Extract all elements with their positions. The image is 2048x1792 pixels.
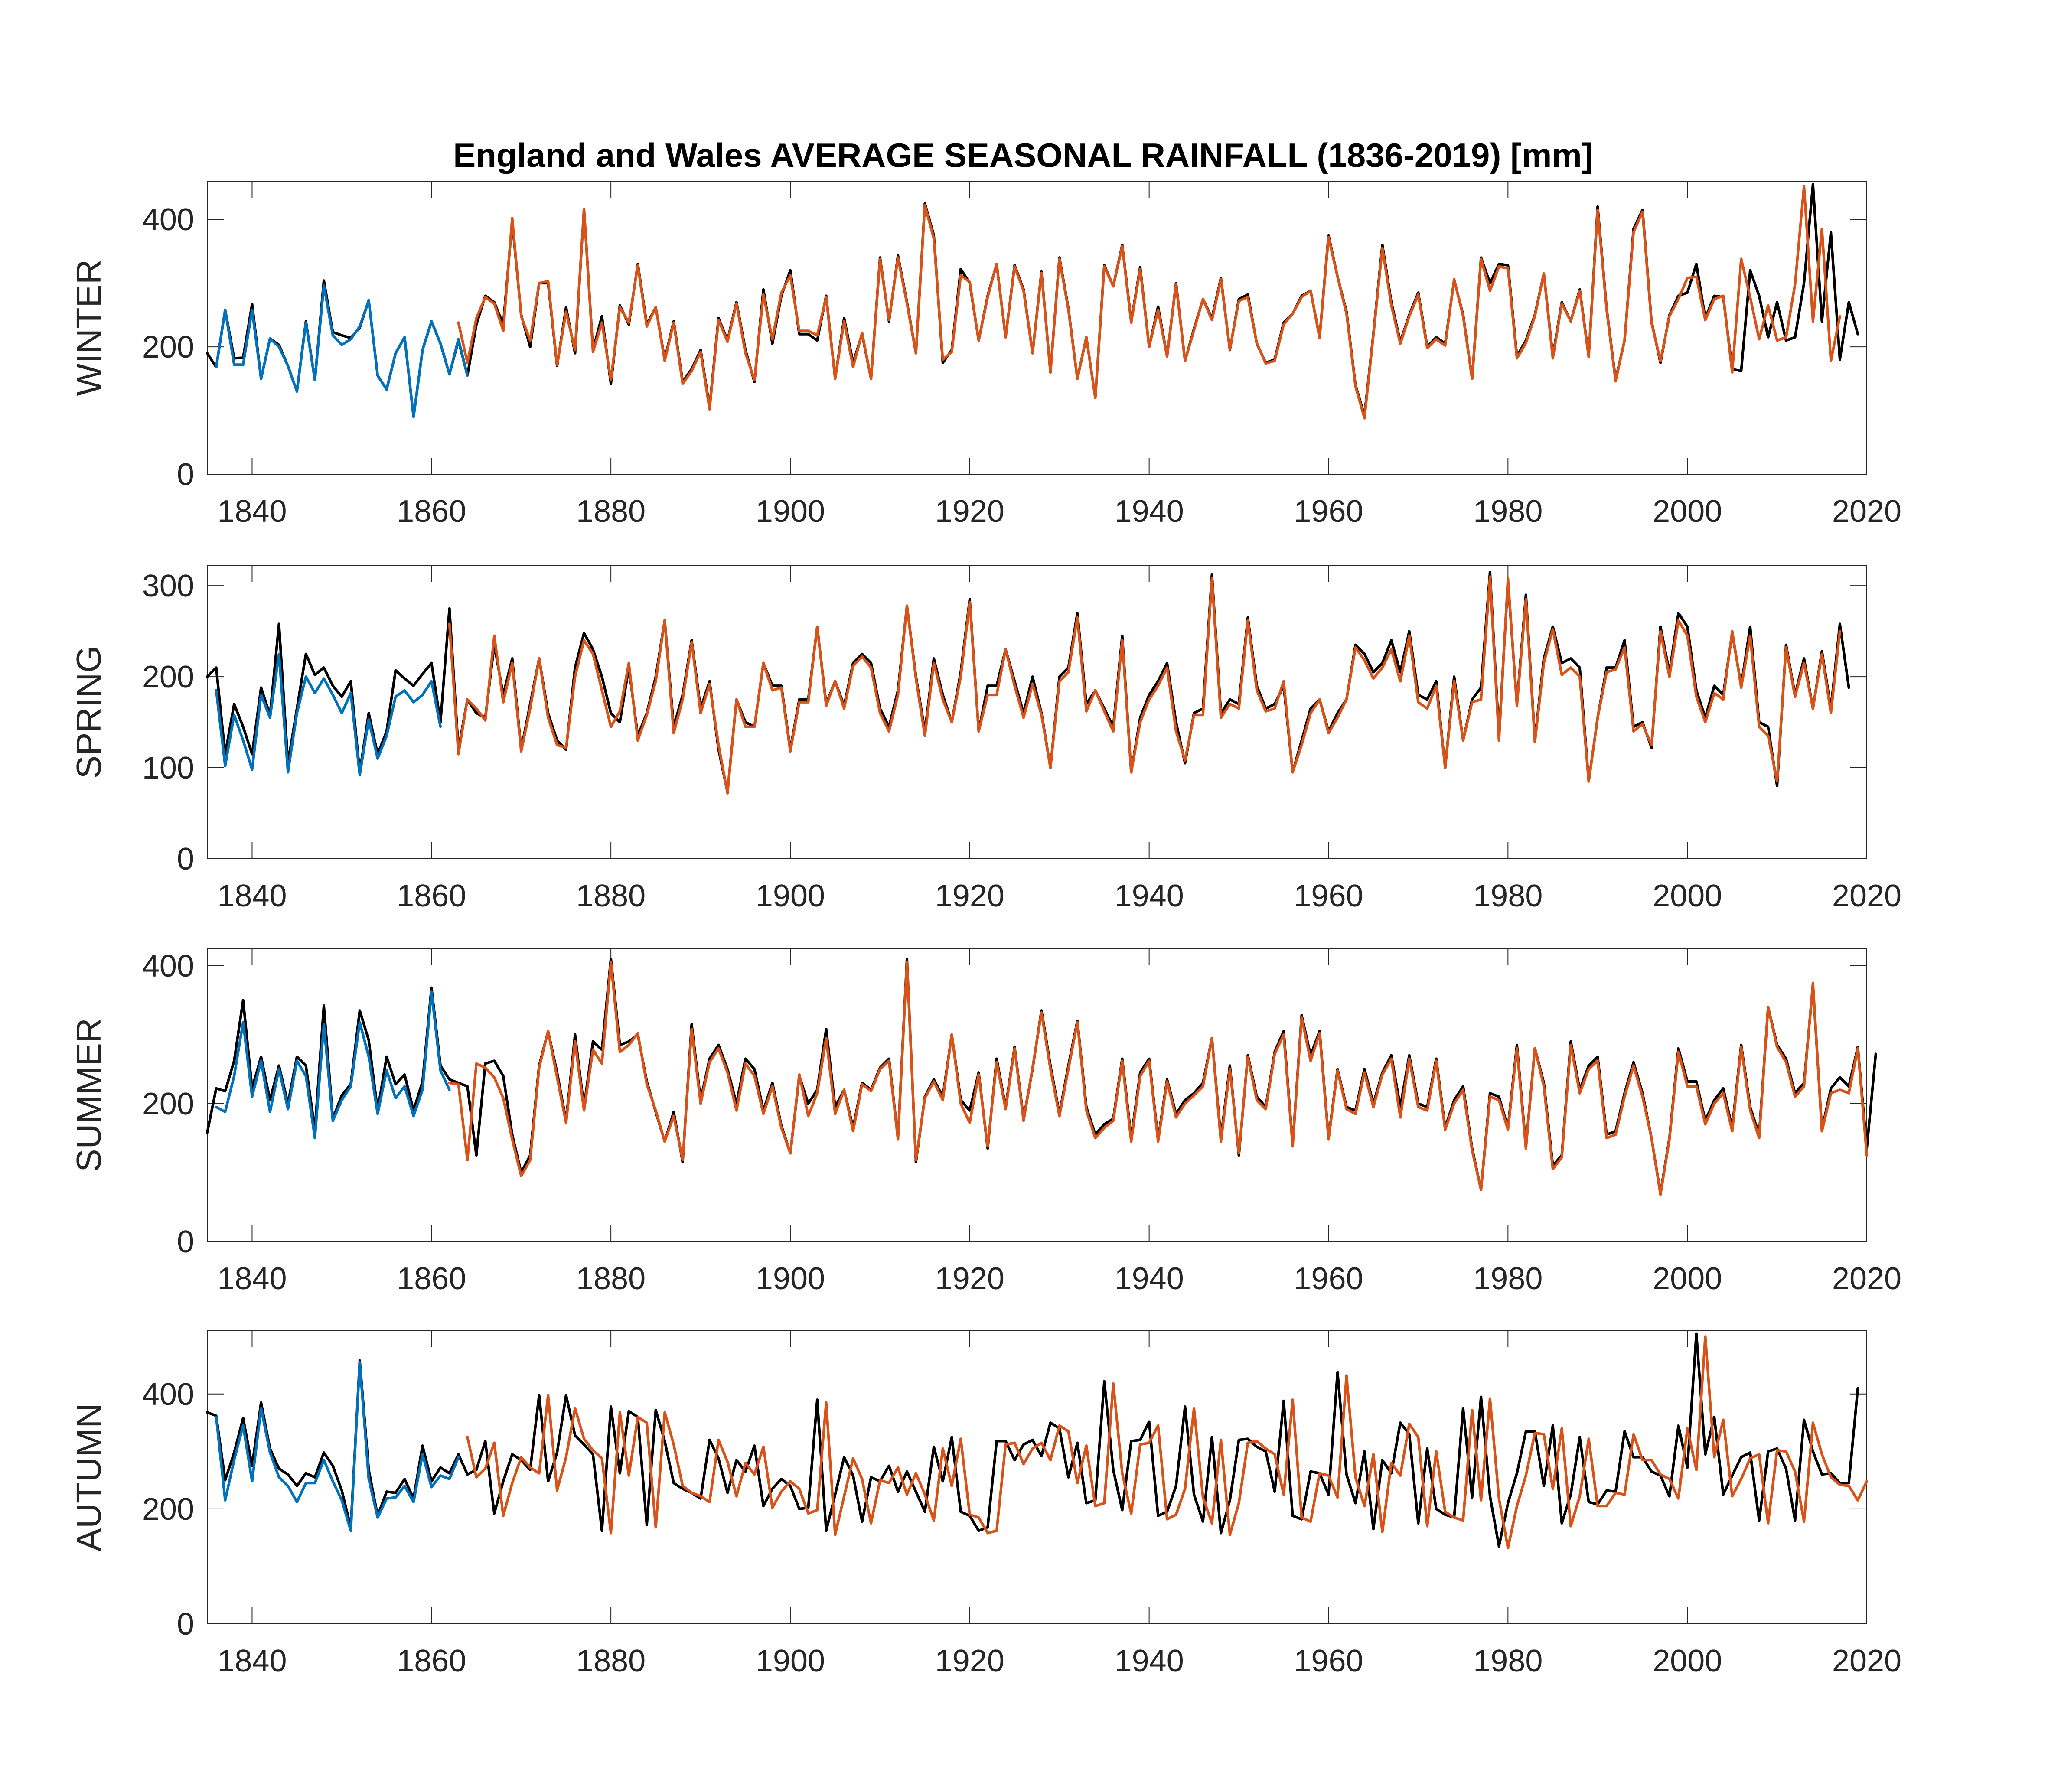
- y-axis-label: AUTUMN: [69, 1403, 108, 1551]
- y-tick-label: 200: [142, 1087, 194, 1121]
- series-line-blue: [215, 1361, 460, 1532]
- chart-title: England and Wales AVERAGE SEASONAL RAINF…: [453, 136, 1593, 174]
- x-tick-label: 2020: [1832, 494, 1901, 529]
- x-tick-label: 2020: [1832, 1261, 1901, 1296]
- x-tick-label: 2020: [1832, 879, 1901, 913]
- y-tick-label: 200: [142, 1492, 194, 1527]
- x-tick-label: 1840: [217, 494, 287, 529]
- x-tick-label: 1900: [756, 1261, 825, 1296]
- series-line-orange: [457, 185, 1841, 420]
- y-tick-label: 0: [177, 842, 194, 876]
- series-line-black: [206, 1332, 1859, 1548]
- y-tick-label: 100: [142, 751, 194, 785]
- x-tick-label: 1980: [1473, 1644, 1543, 1678]
- y-tick-label: 0: [177, 457, 194, 492]
- x-tick-label: 1840: [217, 1261, 287, 1296]
- panel-summer: 1840 1860 1880 1900 1920 1940 1960 1980 2000 2020…: [69, 948, 1901, 1296]
- x-tick-label: 1940: [1115, 494, 1184, 529]
- x-tick-label: 2000: [1653, 879, 1722, 913]
- x-tick-label: 1960: [1294, 1644, 1363, 1678]
- y-tick-label: 0: [177, 1225, 194, 1259]
- x-tick-label: 1860: [397, 1261, 466, 1296]
- x-tick-label: 2020: [1832, 1644, 1901, 1678]
- x-tick-label: 1920: [935, 1644, 1004, 1678]
- axes-frame: [207, 1330, 1867, 1624]
- y-tick-label: 200: [142, 660, 194, 694]
- panels: 1840 1860 1880 1900 1920 1940 1960 1980 2000 2020…: [69, 181, 1901, 1678]
- x-tick-label: 1880: [576, 879, 646, 913]
- x-tick-label: 1940: [1115, 1261, 1184, 1296]
- x-tick-label: 1960: [1294, 1261, 1363, 1296]
- y-tick-label: 0: [177, 1607, 194, 1642]
- x-tick-label: 1900: [756, 879, 825, 913]
- x-tick-label: 1860: [397, 1644, 466, 1678]
- y-tick-label: 200: [142, 330, 194, 365]
- x-tick-label: 1920: [935, 494, 1004, 529]
- y-tick-label: 400: [142, 202, 194, 237]
- x-tick-label: 1860: [397, 879, 466, 913]
- series-line-blue: [215, 284, 469, 418]
- y-axis-label: SPRING: [69, 646, 108, 779]
- x-tick-label: 1980: [1473, 1261, 1543, 1296]
- x-tick-label: 1880: [576, 494, 646, 529]
- axes-frame: [207, 181, 1867, 475]
- x-tick-label: 1860: [397, 494, 466, 529]
- series-line-orange: [466, 1335, 1868, 1549]
- x-tick-label: 1940: [1115, 1644, 1184, 1678]
- x-tick-label: 2000: [1653, 1644, 1722, 1678]
- x-tick-label: 1960: [1294, 879, 1363, 913]
- x-tick-label: 1880: [576, 1644, 646, 1678]
- series-line-orange: [448, 961, 1868, 1196]
- y-axis-label: SUMMER: [69, 1018, 108, 1172]
- x-tick-label: 1920: [935, 1261, 1004, 1296]
- panel-winter: 1840 1860 1880 1900 1920 1940 1960 1980 2000 2020…: [69, 181, 1901, 529]
- x-tick-label: 1940: [1115, 879, 1184, 913]
- series-line-blue: [215, 652, 442, 776]
- x-tick-label: 1840: [217, 1644, 287, 1678]
- y-axis-label: WINTER: [69, 259, 108, 396]
- x-tick-label: 1960: [1294, 494, 1363, 529]
- series-line-orange: [448, 575, 1841, 795]
- x-tick-label: 1920: [935, 879, 1004, 913]
- panel-spring: 1840 1860 1880 1900 1920 1940 1960 1980 2000 2020…: [69, 565, 1901, 913]
- x-tick-label: 1840: [217, 879, 287, 913]
- x-tick-label: 1980: [1473, 494, 1543, 529]
- x-tick-label: 1980: [1473, 879, 1543, 913]
- x-tick-label: 2000: [1653, 1261, 1722, 1296]
- x-tick-label: 1880: [576, 1261, 646, 1296]
- panel-autumn: 1840 1860 1880 1900 1920 1940 1960 1980 2000 2020…: [69, 1330, 1901, 1678]
- axes-frame: [207, 948, 1867, 1242]
- series-line-black: [206, 957, 1877, 1195]
- series-line-blue: [215, 990, 451, 1140]
- x-tick-label: 2000: [1653, 494, 1722, 529]
- x-tick-label: 1900: [756, 494, 825, 529]
- x-tick-label: 1900: [756, 1644, 825, 1678]
- y-tick-label: 400: [142, 949, 194, 984]
- y-tick-label: 300: [142, 569, 194, 603]
- y-tick-label: 400: [142, 1377, 194, 1412]
- axes-frame: [207, 565, 1867, 859]
- series-line-black: [206, 183, 1859, 418]
